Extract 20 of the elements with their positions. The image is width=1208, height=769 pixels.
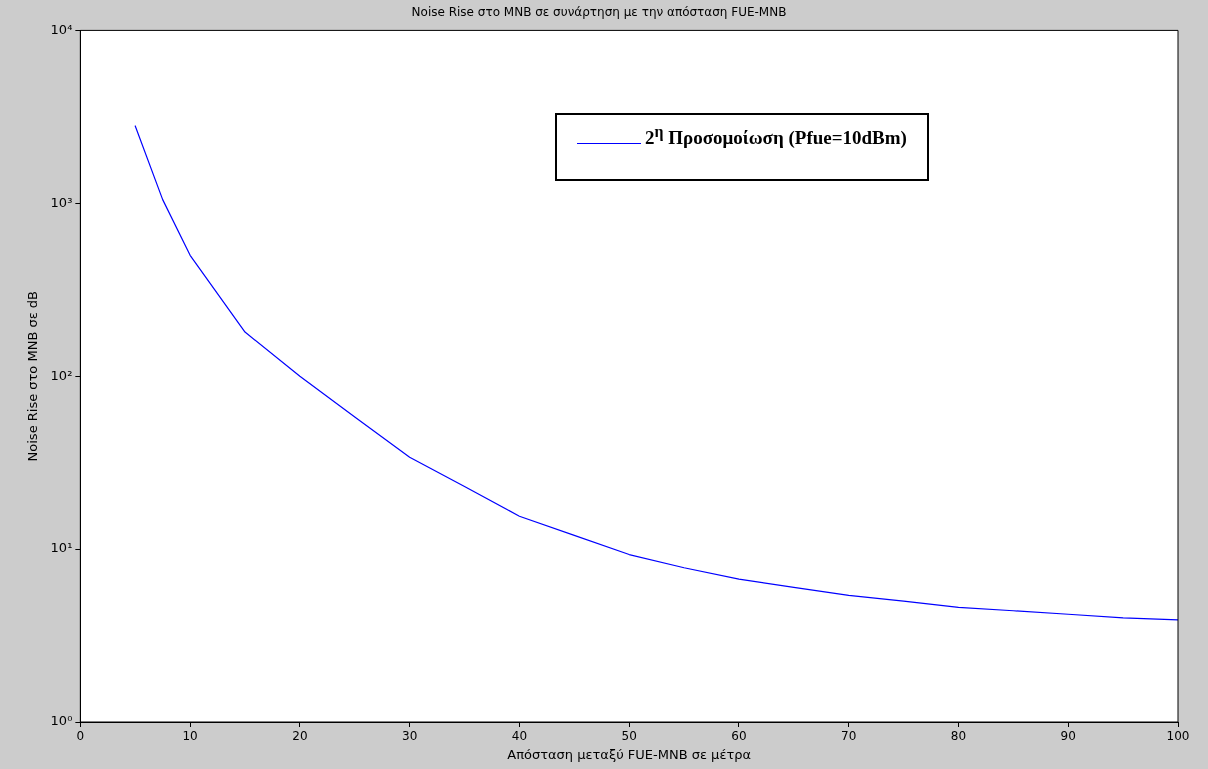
x-tick-label: 50 bbox=[621, 729, 637, 744]
y-tick-label: 10³ bbox=[50, 194, 73, 210]
y-tick-label: 10⁴ bbox=[50, 21, 73, 37]
x-axis-title: Απόσταση μεταξύ FUE-MNB σε μέτρα bbox=[507, 746, 752, 762]
x-tick-label: 70 bbox=[841, 729, 857, 744]
x-tick-label: 10 bbox=[182, 729, 198, 744]
y-tick-label: 10⁰ bbox=[50, 713, 73, 729]
x-tick-label: 30 bbox=[402, 729, 418, 744]
chart-title: Noise Rise στο MNB σε συνάρτηση με την απόσταση FUE-MNB bbox=[411, 5, 787, 20]
x-tick-label: 60 bbox=[731, 729, 747, 744]
x-tick-label: 100 bbox=[1166, 729, 1190, 744]
x-tick-label: 0 bbox=[76, 729, 85, 744]
x-tick-label: 20 bbox=[292, 729, 308, 744]
x-tick-label: 90 bbox=[1060, 729, 1076, 744]
x-tick-label: 40 bbox=[511, 729, 528, 744]
y-tick-label: 10² bbox=[50, 367, 73, 383]
y-axis-title: Noise Rise στο MNB σε dB bbox=[25, 290, 41, 462]
y-tick-label: 10¹ bbox=[50, 540, 73, 556]
legend-label: 2$^{η}$ Προσομοίωση (Pfue=10dBm) bbox=[645, 123, 907, 150]
x-tick-label: 80 bbox=[950, 729, 967, 744]
